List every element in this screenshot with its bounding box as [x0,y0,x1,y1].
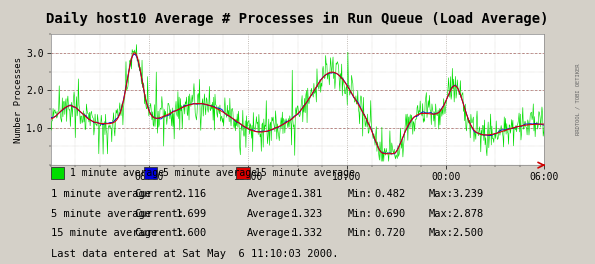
Text: 1.332: 1.332 [292,228,323,238]
Text: Max:: Max: [428,189,453,199]
Text: Current:: Current: [134,228,184,238]
Text: 3.239: 3.239 [452,189,484,199]
Text: 2.500: 2.500 [452,228,484,238]
Text: 15 minute average: 15 minute average [255,168,355,178]
Text: 0.482: 0.482 [375,189,406,199]
Text: 5 minute average: 5 minute average [162,168,256,178]
Text: Daily host10 Average # Processes in Run Queue (Load Average): Daily host10 Average # Processes in Run … [46,12,549,26]
Text: Average:: Average: [247,189,297,199]
Text: Current:: Current: [134,209,184,219]
Text: 1.600: 1.600 [176,228,207,238]
Text: Min:: Min: [348,209,373,219]
Text: Min:: Min: [348,228,373,238]
Text: 0.720: 0.720 [375,228,406,238]
Text: 1 minute average: 1 minute average [70,168,164,178]
Text: Max:: Max: [428,209,453,219]
Text: 15 minute average: 15 minute average [51,228,157,238]
Text: 2.878: 2.878 [452,209,484,219]
Text: 1.381: 1.381 [292,189,323,199]
Text: 2.116: 2.116 [176,189,207,199]
Text: Average:: Average: [247,228,297,238]
Text: RRDTOOL / TOBI OETIKER: RRDTOOL / TOBI OETIKER [576,64,581,135]
Text: Last data entered at Sat May  6 11:10:03 2000.: Last data entered at Sat May 6 11:10:03 … [51,249,338,260]
Text: Current:: Current: [134,189,184,199]
Text: Max:: Max: [428,228,453,238]
Y-axis label: Number Processes: Number Processes [14,57,23,143]
Text: Min:: Min: [348,189,373,199]
Text: 1 minute average: 1 minute average [51,189,151,199]
Text: 1.699: 1.699 [176,209,207,219]
Text: Average:: Average: [247,209,297,219]
Text: 1.323: 1.323 [292,209,323,219]
Text: 0.690: 0.690 [375,209,406,219]
Text: 5 minute average: 5 minute average [51,209,151,219]
